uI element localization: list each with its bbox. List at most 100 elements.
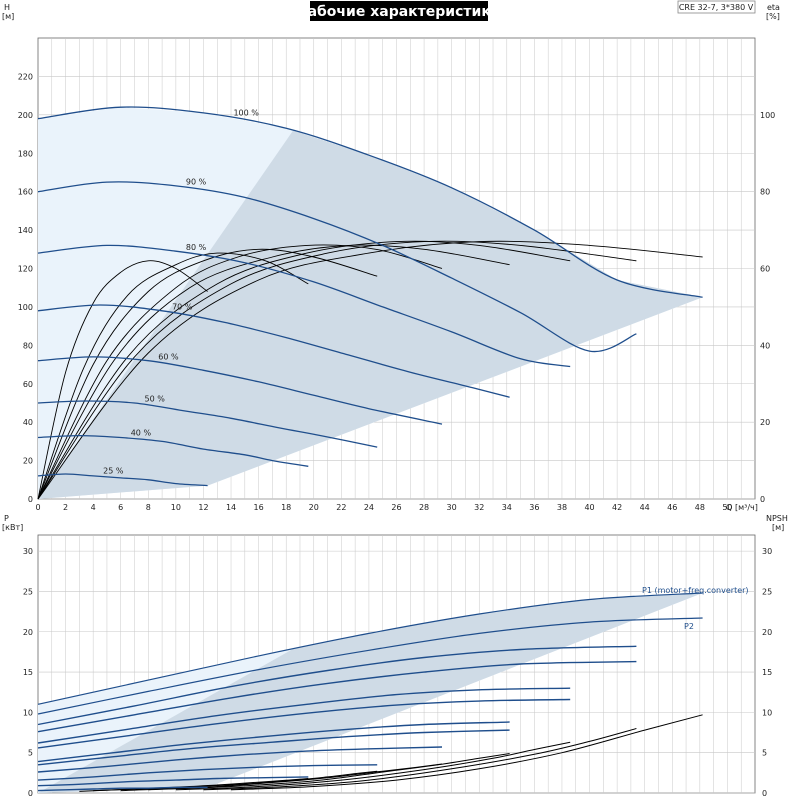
power-curve <box>37 746 443 773</box>
y2-tick-label: 5 <box>762 749 767 758</box>
y-tick-label: 0 <box>28 789 33 798</box>
head-curve-label: 40 % <box>131 428 152 437</box>
title-background <box>310 1 488 21</box>
y2-tick-label: 40 <box>760 341 770 350</box>
efficiency-curve <box>37 244 510 500</box>
y-tick-label: 200 <box>18 111 33 120</box>
x-tick-label: 34 <box>502 503 512 512</box>
y-axis-unit: [кВт] <box>2 523 23 532</box>
y-tick-label: 60 <box>23 380 33 389</box>
x-tick-label: 30 <box>447 503 457 512</box>
power-curve <box>37 776 309 787</box>
head-curve-label: 100 % <box>233 108 259 117</box>
head-curve-label: 80 % <box>186 243 207 252</box>
head-curve-label: 60 % <box>158 352 179 361</box>
y2-axis-unit: [%] <box>766 12 780 21</box>
x-tick-label: 44 <box>640 503 650 512</box>
y-tick-label: 20 <box>23 628 33 637</box>
power-curve <box>37 617 703 715</box>
x-tick-label: 38 <box>557 503 567 512</box>
y-tick-label: 25 <box>23 587 33 596</box>
y-tick-label: 160 <box>18 188 33 197</box>
efficiency-curve <box>37 240 637 500</box>
x-tick-label: 24 <box>364 503 374 512</box>
y2-tick-label: 25 <box>762 587 772 596</box>
x-tick-label: 28 <box>419 503 429 512</box>
x-tick-label: 12 <box>198 503 208 512</box>
head-curve <box>37 181 637 353</box>
y2-tick-label: 100 <box>760 111 775 120</box>
y-axis-unit: [м] <box>2 12 14 21</box>
x-tick-label: 32 <box>474 503 484 512</box>
power-curve <box>37 687 571 744</box>
y2-tick-label: 0 <box>760 495 765 504</box>
y-tick-label: 5 <box>28 749 33 758</box>
head-curve-label: 90 % <box>186 178 207 187</box>
operating-range-dark <box>38 130 703 499</box>
y2-tick-label: 20 <box>760 418 770 427</box>
power-curve <box>37 660 637 733</box>
head-curve <box>37 106 703 298</box>
x-tick-label: 0 <box>35 503 40 512</box>
x-tick-label: 6 <box>118 503 123 512</box>
head-curve <box>37 304 510 398</box>
power-curve <box>37 592 703 705</box>
x-tick-label: 2 <box>63 503 68 512</box>
x-tick-label: 8 <box>146 503 151 512</box>
head-curve <box>37 473 208 487</box>
y-tick-label: 20 <box>23 457 33 466</box>
npsh-curve <box>175 741 571 791</box>
y2-tick-label: 15 <box>762 668 772 677</box>
y2-axis-unit: [м] <box>772 523 784 532</box>
x-tick-label: 42 <box>612 503 622 512</box>
efficiency-curve <box>37 252 309 500</box>
y-tick-label: 10 <box>23 708 33 717</box>
efficiency-curve <box>37 244 443 500</box>
y-tick-label: 30 <box>23 547 33 556</box>
x-axis-unit: [м³/ч] <box>735 503 758 512</box>
y2-axis-label: NPSH <box>766 514 788 523</box>
efficiency-curve <box>37 240 571 500</box>
y-tick-label: 0 <box>28 495 33 504</box>
x-tick-label: 20 <box>309 503 319 512</box>
y2-tick-label: 60 <box>760 265 770 274</box>
x-tick-label: 40 <box>584 503 594 512</box>
head-curve <box>37 244 571 368</box>
chart-header: Рабочие характеристики CRE 32-7, 3*380 V <box>297 0 756 21</box>
p1-label: P1 (motor+freq.converter) <box>642 586 749 595</box>
y2-tick-label: 20 <box>762 628 772 637</box>
head-curve <box>37 434 309 467</box>
model-box <box>677 0 756 14</box>
head-curve <box>37 400 378 448</box>
power-curve <box>37 721 510 763</box>
y-axis-label: P <box>4 514 9 523</box>
y2-axis-label: eta <box>767 3 780 12</box>
efficiency-curve <box>37 260 208 500</box>
x-tick-label: 4 <box>91 503 96 512</box>
power-curve <box>37 698 571 749</box>
y-tick-label: 120 <box>18 265 33 274</box>
model-label: CRE 32-7, 3*380 V <box>679 3 754 12</box>
npsh-curve <box>230 714 703 791</box>
chart-title: Рабочие характеристики <box>297 4 500 20</box>
x-tick-label: 16 <box>254 503 264 512</box>
power-curve <box>37 645 637 726</box>
y-tick-label: 180 <box>18 149 33 158</box>
x-tick-label: 46 <box>667 503 677 512</box>
x-tick-label: 14 <box>226 503 236 512</box>
x-tick-label: 18 <box>281 503 291 512</box>
efficiency-curve <box>37 248 378 500</box>
y2-tick-label: 80 <box>760 188 770 197</box>
x-tick-label: 22 <box>336 503 346 512</box>
power-curve <box>37 786 208 792</box>
npsh-curve <box>79 778 309 792</box>
npsh-curve <box>148 753 510 791</box>
x-tick-label: 26 <box>391 503 401 512</box>
y-tick-label: 80 <box>23 341 33 350</box>
y-tick-label: 100 <box>18 303 33 312</box>
x-tick-label: 50 <box>722 503 732 512</box>
y2-tick-label: 30 <box>762 547 772 556</box>
p2-label: P2 <box>684 622 694 631</box>
power-curve <box>37 764 378 781</box>
efficiency-curve <box>37 240 703 500</box>
